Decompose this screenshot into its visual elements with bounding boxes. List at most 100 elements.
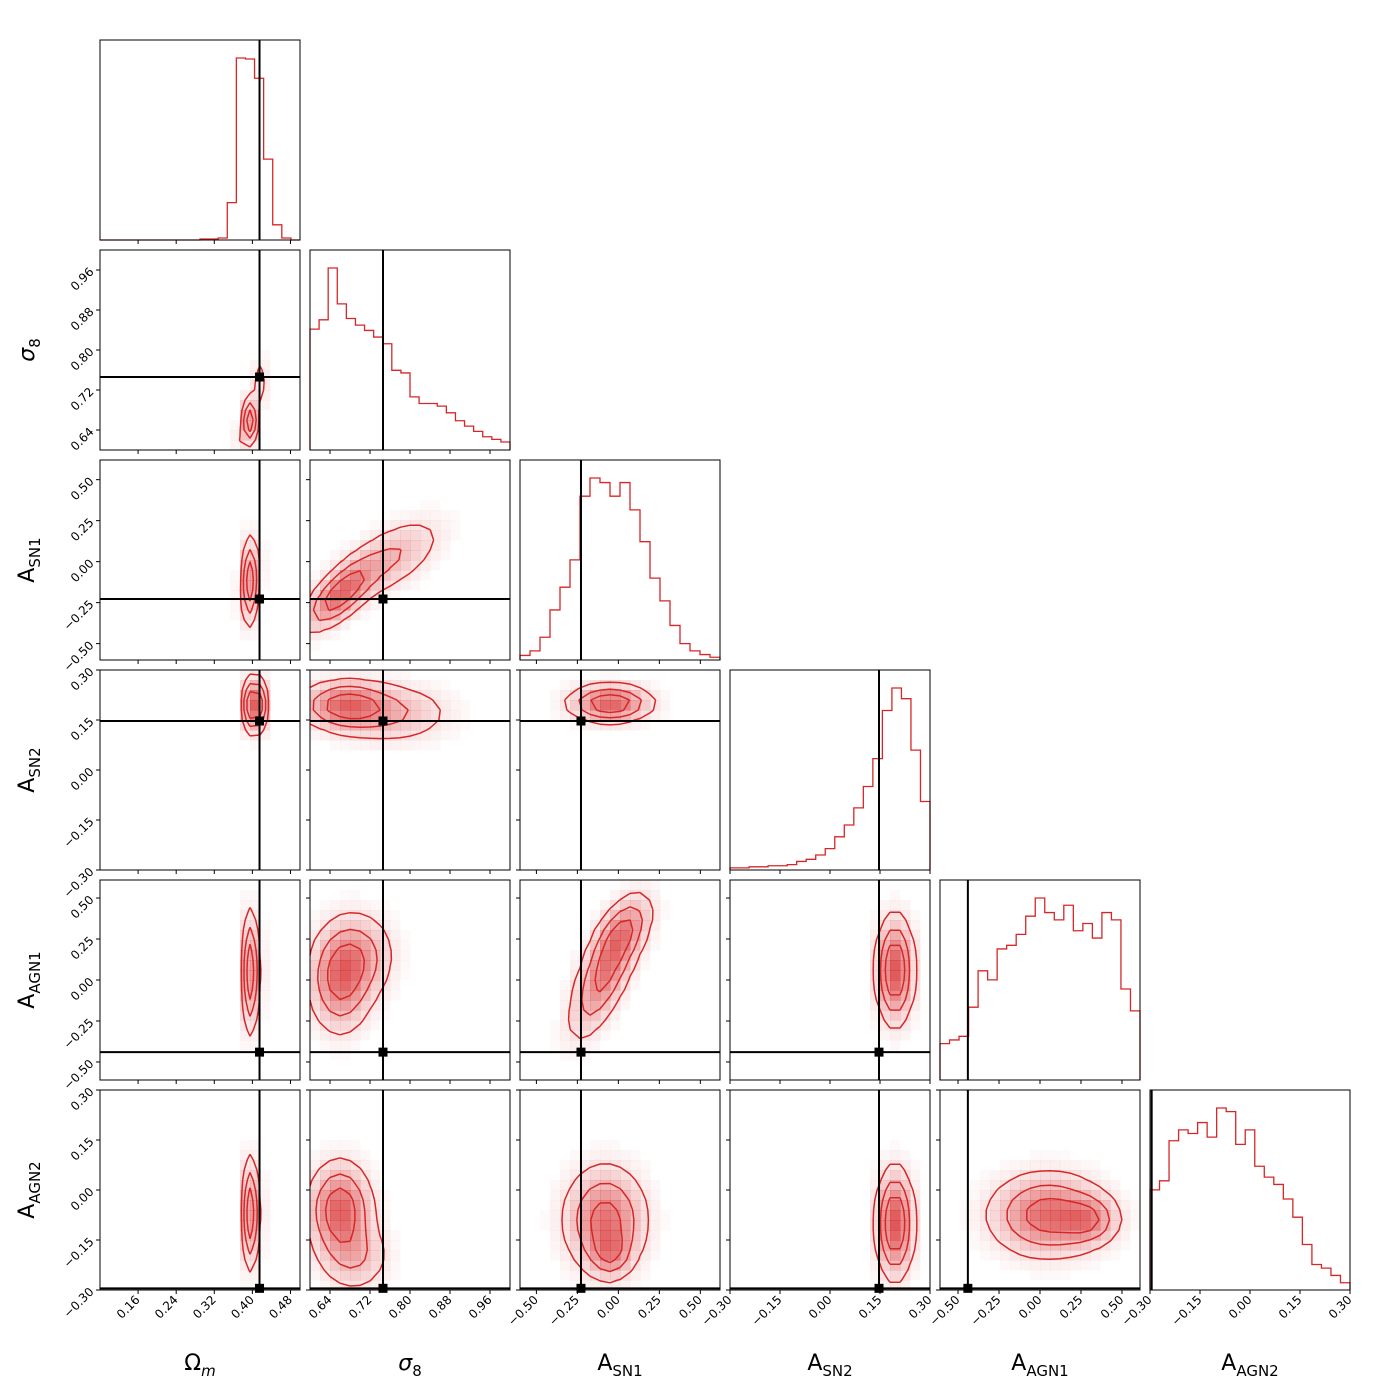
density-cell — [910, 980, 921, 991]
density-cell — [590, 910, 601, 921]
density-cell — [380, 580, 391, 591]
density-cell — [1030, 1260, 1041, 1271]
density-cell — [240, 1240, 251, 1251]
density-cell — [310, 690, 321, 701]
density-cell — [980, 1170, 990, 1180]
density-cell — [600, 930, 611, 941]
density-cell — [610, 1240, 621, 1251]
y-tick-label-asn2: 0.00 — [68, 765, 97, 794]
x-tick-label-om: 0.24 — [152, 1293, 181, 1322]
density-cell — [410, 700, 421, 711]
density-cell — [250, 1030, 261, 1041]
x-tick-label-om: 0.40 — [228, 1293, 257, 1322]
density-cell — [600, 950, 611, 961]
density-cell — [980, 1200, 991, 1211]
density-cell — [380, 530, 391, 541]
density-cell — [900, 1160, 911, 1171]
y-tick-label-s8: 0.72 — [68, 385, 97, 414]
density-cell — [610, 1180, 621, 1191]
panel-s8-aagn1 — [309, 880, 510, 1080]
density-cell — [600, 960, 611, 971]
density-cell — [250, 970, 261, 981]
density-cell — [340, 1270, 351, 1281]
density-cell — [890, 1270, 901, 1281]
density-cell — [250, 680, 261, 691]
density-cell — [640, 930, 651, 941]
density-cell — [1060, 1220, 1071, 1231]
density-cell — [400, 510, 411, 521]
density-cell — [400, 940, 410, 950]
density-cell — [250, 700, 261, 711]
density-cell — [870, 1210, 881, 1221]
density-cell — [630, 920, 641, 931]
density-cell — [570, 1010, 581, 1021]
density-cell — [360, 1160, 371, 1171]
density-cell — [600, 1180, 611, 1191]
density-cell — [380, 1250, 391, 1261]
density-cell — [370, 670, 381, 681]
panel-om-asn2 — [100, 670, 300, 870]
density-cell — [330, 610, 341, 621]
density-cell — [570, 990, 581, 1001]
density-cell — [420, 530, 431, 541]
axes-frame-3-2 — [516, 669, 721, 874]
density-cell — [1040, 1160, 1051, 1171]
y-tick-label-aagn2: 0.15 — [68, 1135, 97, 1164]
density-cell — [1050, 1250, 1061, 1261]
density-cell — [610, 1150, 621, 1161]
axes-frame-2-1 — [306, 459, 511, 664]
density-cell — [990, 1180, 1001, 1191]
density-cell — [350, 910, 361, 921]
density-cell — [250, 1000, 261, 1011]
density-cell — [240, 530, 251, 541]
density-cell — [570, 960, 581, 971]
density-cell — [370, 920, 381, 931]
density-cell — [630, 1250, 641, 1261]
density-cell — [370, 1180, 381, 1191]
density-cell — [610, 980, 621, 991]
density-cell — [990, 1170, 1001, 1181]
density-cell — [620, 940, 631, 951]
density-cell — [240, 1030, 251, 1041]
density-cell — [1080, 1220, 1091, 1231]
density-cell — [560, 1000, 571, 1011]
density-cell — [330, 1270, 341, 1281]
density-cell — [890, 1160, 901, 1171]
contour-line — [326, 693, 381, 720]
density-cell — [630, 1270, 641, 1281]
density-cell — [250, 620, 261, 631]
axes-frame-4-3 — [726, 879, 931, 1084]
density-cell — [260, 1190, 271, 1201]
density-cell — [320, 1180, 331, 1191]
density-cell — [240, 1210, 251, 1221]
density-cell — [240, 520, 250, 530]
density-cell — [430, 690, 441, 701]
y-tick-label-aagn2: −0.30 — [61, 1285, 97, 1321]
density-cell — [900, 940, 911, 951]
density-cell — [230, 570, 240, 580]
density-cell — [1100, 1200, 1111, 1211]
density-cell — [360, 680, 371, 691]
density-cell — [260, 1250, 270, 1260]
density-cell — [240, 620, 251, 631]
density-cell — [260, 1000, 270, 1010]
density-cell — [370, 980, 381, 991]
density-cell — [880, 1000, 891, 1011]
density-cell — [340, 1230, 351, 1241]
density-cell — [320, 1230, 331, 1241]
density-cell — [350, 1000, 361, 1011]
density-cell — [240, 440, 251, 451]
density-cell — [370, 900, 381, 911]
density-cell — [250, 1270, 261, 1281]
histogram-steps-om — [100, 57, 300, 241]
density-cell — [1010, 1230, 1021, 1241]
density-cell — [380, 960, 391, 971]
density-cell — [350, 700, 361, 711]
density-cell — [1110, 1200, 1121, 1211]
density-cell — [900, 1150, 911, 1161]
density-cell — [1130, 1200, 1140, 1210]
density-cell — [360, 730, 371, 741]
contour-line — [879, 1181, 911, 1266]
density-cell — [890, 1000, 901, 1011]
density-cell — [310, 570, 320, 580]
